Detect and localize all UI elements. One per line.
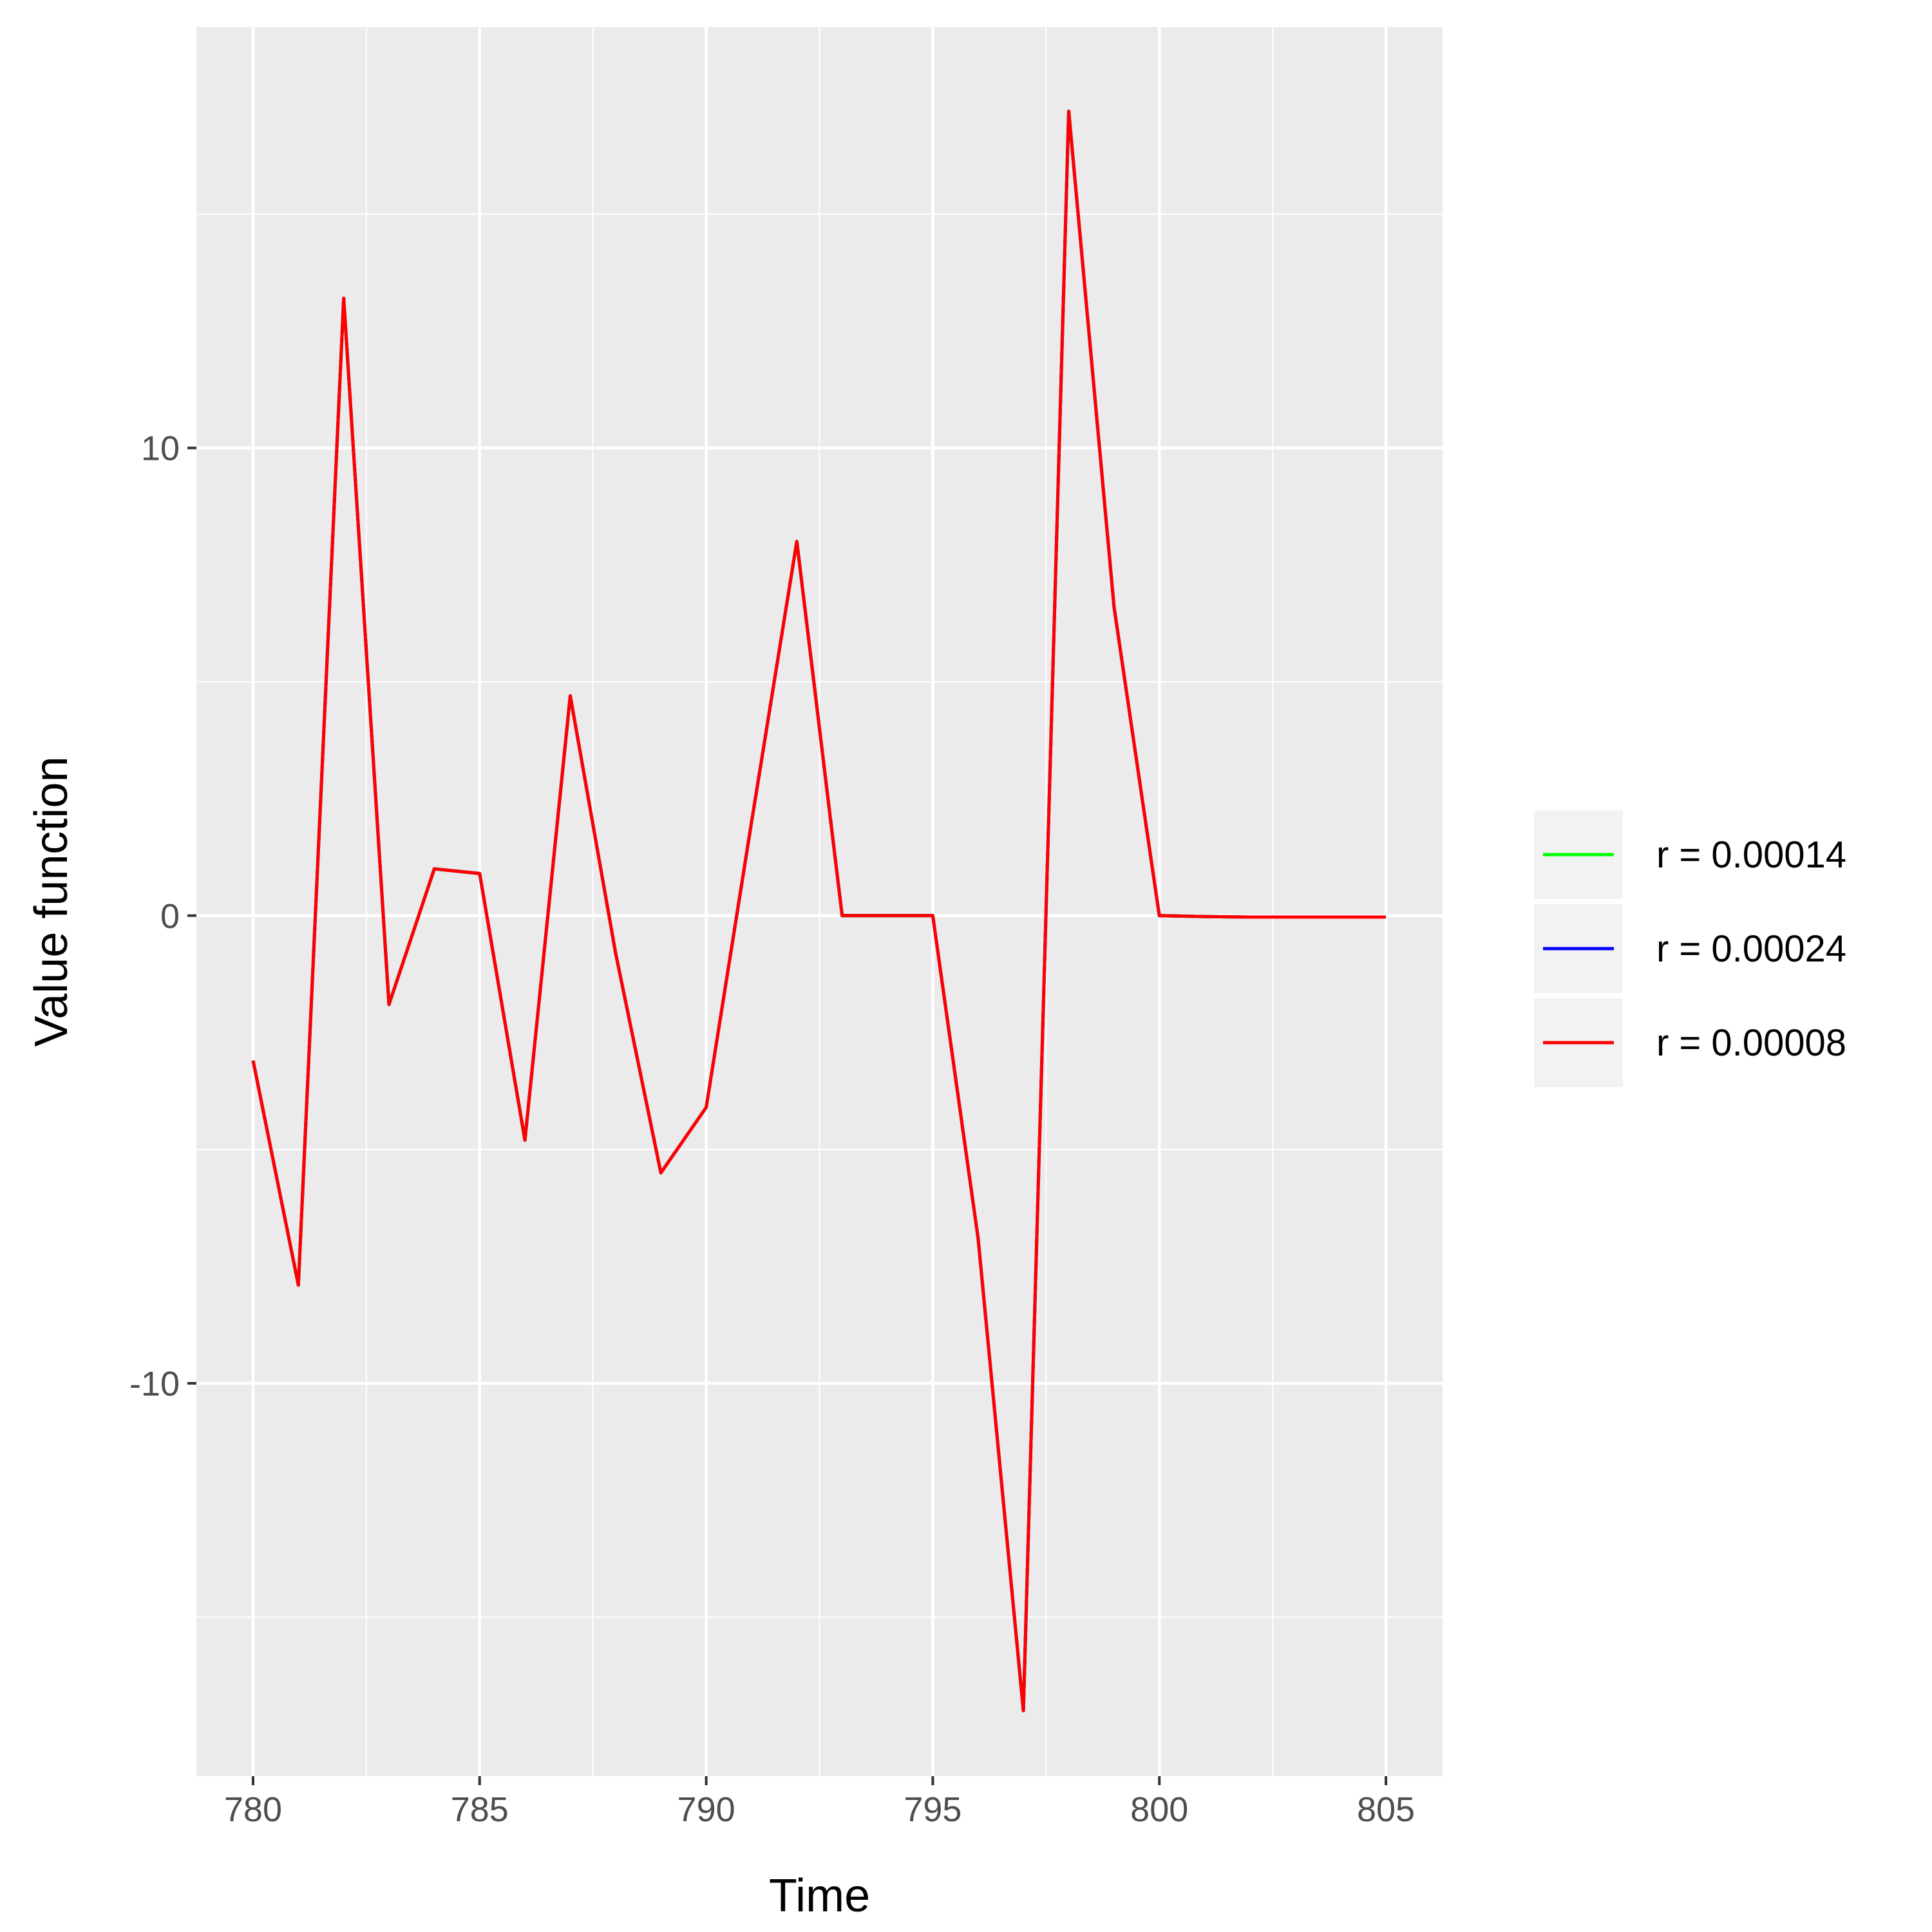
y-tick-label: -10 <box>129 1365 180 1403</box>
x-tick-label: 780 <box>224 1790 282 1829</box>
x-tick-label: 795 <box>904 1790 961 1829</box>
y-axis: -10 0 10 <box>129 430 196 1403</box>
legend-label: r = 0.00024 <box>1656 928 1846 970</box>
series-lines <box>251 109 1386 1712</box>
series-line <box>251 109 1386 1712</box>
x-tick-label: 805 <box>1357 1790 1415 1829</box>
legend-label: r = 0.00008 <box>1656 1022 1846 1064</box>
y-tick-label: 10 <box>141 430 180 468</box>
x-axis: 780 785 790 795 800 805 <box>224 1776 1415 1829</box>
x-axis-title: Time <box>769 1870 870 1922</box>
minor-gridlines <box>196 27 1443 1776</box>
legend-label: r = 0.00014 <box>1656 834 1846 876</box>
x-tick-label: 790 <box>677 1790 735 1829</box>
y-tick-label: 0 <box>160 897 180 936</box>
legend: r = 0.00014 r = 0.00024 r = 0.00008 <box>1534 810 1846 1087</box>
x-tick-label: 800 <box>1130 1790 1188 1829</box>
x-tick-label: 785 <box>451 1790 509 1829</box>
y-axis-title: Value function <box>26 757 77 1047</box>
